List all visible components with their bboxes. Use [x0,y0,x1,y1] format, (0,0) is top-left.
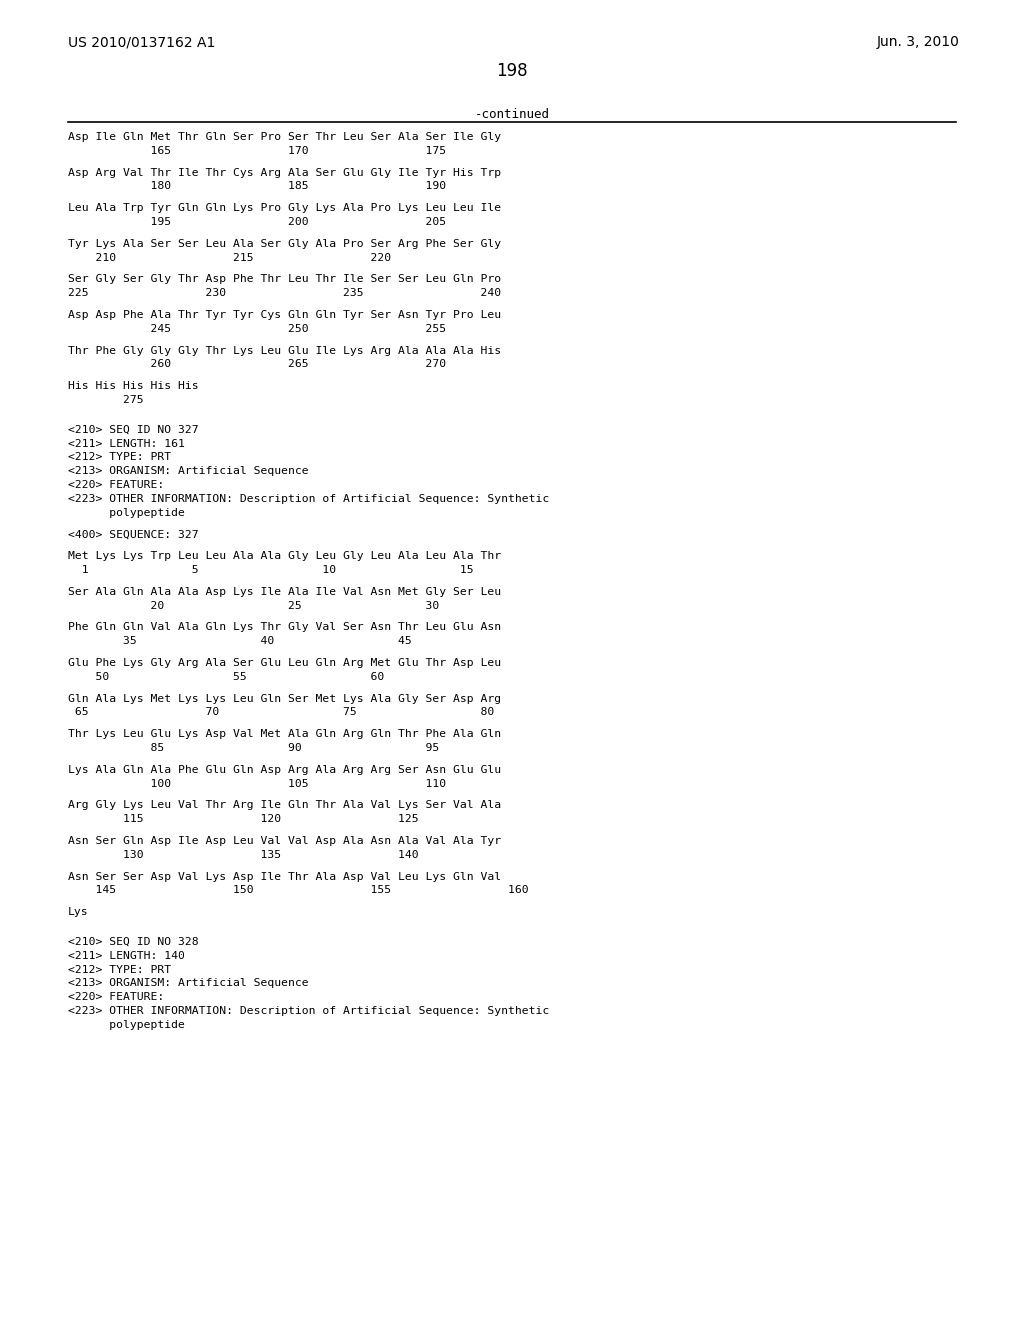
Text: <223> OTHER INFORMATION: Description of Artificial Sequence: Synthetic: <223> OTHER INFORMATION: Description of … [68,494,549,504]
Text: Asp Ile Gln Met Thr Gln Ser Pro Ser Thr Leu Ser Ala Ser Ile Gly: Asp Ile Gln Met Thr Gln Ser Pro Ser Thr … [68,132,501,143]
Text: 198: 198 [497,62,527,81]
Text: Jun. 3, 2010: Jun. 3, 2010 [878,36,961,49]
Text: <220> FEATURE:: <220> FEATURE: [68,993,164,1002]
Text: Phe Gln Gln Val Ala Gln Lys Thr Gly Val Ser Asn Thr Leu Glu Asn: Phe Gln Gln Val Ala Gln Lys Thr Gly Val … [68,623,501,632]
Text: 260                 265                 270: 260 265 270 [68,359,446,370]
Text: His His His His His: His His His His His [68,381,199,391]
Text: -continued: -continued [474,108,550,121]
Text: Glu Phe Lys Gly Arg Ala Ser Glu Leu Gln Arg Met Glu Thr Asp Leu: Glu Phe Lys Gly Arg Ala Ser Glu Leu Gln … [68,657,501,668]
Text: <223> OTHER INFORMATION: Description of Artificial Sequence: Synthetic: <223> OTHER INFORMATION: Description of … [68,1006,549,1016]
Text: 100                 105                 110: 100 105 110 [68,779,446,788]
Text: 85                  90                  95: 85 90 95 [68,743,439,752]
Text: US 2010/0137162 A1: US 2010/0137162 A1 [68,36,215,49]
Text: Asn Ser Gln Asp Ile Asp Leu Val Val Asp Ala Asn Ala Val Ala Tyr: Asn Ser Gln Asp Ile Asp Leu Val Val Asp … [68,836,501,846]
Text: Ser Gly Ser Gly Thr Asp Phe Thr Leu Thr Ile Ser Ser Leu Gln Pro: Ser Gly Ser Gly Thr Asp Phe Thr Leu Thr … [68,275,501,284]
Text: 245                 250                 255: 245 250 255 [68,323,446,334]
Text: <220> FEATURE:: <220> FEATURE: [68,480,164,490]
Text: 115                 120                 125: 115 120 125 [68,814,419,824]
Text: Leu Ala Trp Tyr Gln Gln Lys Pro Gly Lys Ala Pro Lys Leu Leu Ile: Leu Ala Trp Tyr Gln Gln Lys Pro Gly Lys … [68,203,501,214]
Text: 180                 185                 190: 180 185 190 [68,181,446,191]
Text: 275: 275 [68,395,143,405]
Text: <213> ORGANISM: Artificial Sequence: <213> ORGANISM: Artificial Sequence [68,978,308,989]
Text: 130                 135                 140: 130 135 140 [68,850,419,859]
Text: 145                 150                 155                 160: 145 150 155 160 [68,886,528,895]
Text: polypeptide: polypeptide [68,1020,185,1030]
Text: <212> TYPE: PRT: <212> TYPE: PRT [68,453,171,462]
Text: <211> LENGTH: 140: <211> LENGTH: 140 [68,950,185,961]
Text: Lys Ala Gln Ala Phe Glu Gln Asp Arg Ala Arg Arg Ser Asn Glu Glu: Lys Ala Gln Ala Phe Glu Gln Asp Arg Ala … [68,764,501,775]
Text: Gln Ala Lys Met Lys Lys Leu Gln Ser Met Lys Ala Gly Ser Asp Arg: Gln Ala Lys Met Lys Lys Leu Gln Ser Met … [68,693,501,704]
Text: Thr Phe Gly Gly Gly Thr Lys Leu Glu Ile Lys Arg Ala Ala Ala His: Thr Phe Gly Gly Gly Thr Lys Leu Glu Ile … [68,346,501,355]
Text: Asp Asp Phe Ala Thr Tyr Tyr Cys Gln Gln Tyr Ser Asn Tyr Pro Leu: Asp Asp Phe Ala Thr Tyr Tyr Cys Gln Gln … [68,310,501,319]
Text: <210> SEQ ID NO 327: <210> SEQ ID NO 327 [68,425,199,434]
Text: Ser Ala Gln Ala Ala Asp Lys Ile Ala Ile Val Asn Met Gly Ser Leu: Ser Ala Gln Ala Ala Asp Lys Ile Ala Ile … [68,587,501,597]
Text: 65                 70                  75                  80: 65 70 75 80 [68,708,495,717]
Text: Met Lys Lys Trp Leu Leu Ala Ala Gly Leu Gly Leu Ala Leu Ala Thr: Met Lys Lys Trp Leu Leu Ala Ala Gly Leu … [68,552,501,561]
Text: 195                 200                 205: 195 200 205 [68,216,446,227]
Text: Asn Ser Ser Asp Val Lys Asp Ile Thr Ala Asp Val Leu Lys Gln Val: Asn Ser Ser Asp Val Lys Asp Ile Thr Ala … [68,871,501,882]
Text: Tyr Lys Ala Ser Ser Leu Ala Ser Gly Ala Pro Ser Arg Phe Ser Gly: Tyr Lys Ala Ser Ser Leu Ala Ser Gly Ala … [68,239,501,248]
Text: <213> ORGANISM: Artificial Sequence: <213> ORGANISM: Artificial Sequence [68,466,308,477]
Text: Lys: Lys [68,907,89,917]
Text: 50                  55                  60: 50 55 60 [68,672,384,682]
Text: 35                  40                  45: 35 40 45 [68,636,412,647]
Text: <211> LENGTH: 161: <211> LENGTH: 161 [68,438,185,449]
Text: 1               5                  10                  15: 1 5 10 15 [68,565,474,576]
Text: Thr Lys Leu Glu Lys Asp Val Met Ala Gln Arg Gln Thr Phe Ala Gln: Thr Lys Leu Glu Lys Asp Val Met Ala Gln … [68,729,501,739]
Text: <400> SEQUENCE: 327: <400> SEQUENCE: 327 [68,529,199,540]
Text: Asp Arg Val Thr Ile Thr Cys Arg Ala Ser Glu Gly Ile Tyr His Trp: Asp Arg Val Thr Ile Thr Cys Arg Ala Ser … [68,168,501,178]
Text: 165                 170                 175: 165 170 175 [68,145,446,156]
Text: 210                 215                 220: 210 215 220 [68,252,391,263]
Text: <210> SEQ ID NO 328: <210> SEQ ID NO 328 [68,937,199,946]
Text: Arg Gly Lys Leu Val Thr Arg Ile Gln Thr Ala Val Lys Ser Val Ala: Arg Gly Lys Leu Val Thr Arg Ile Gln Thr … [68,800,501,810]
Text: 225                 230                 235                 240: 225 230 235 240 [68,288,501,298]
Text: 20                  25                  30: 20 25 30 [68,601,439,611]
Text: <212> TYPE: PRT: <212> TYPE: PRT [68,965,171,974]
Text: polypeptide: polypeptide [68,508,185,517]
